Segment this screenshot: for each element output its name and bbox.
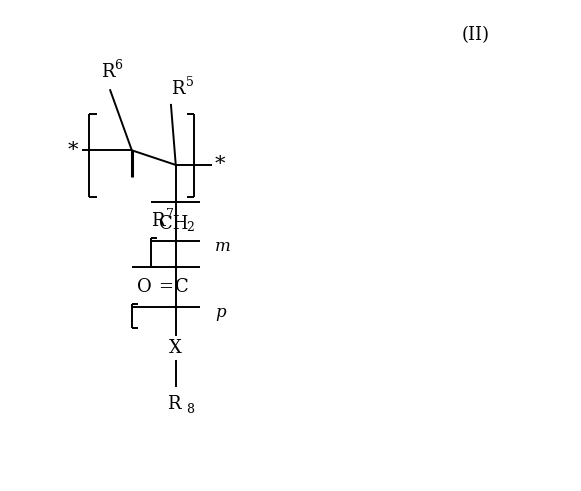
Text: =: =: [157, 278, 173, 296]
Text: R: R: [152, 212, 165, 230]
Text: X: X: [169, 339, 182, 357]
Text: p: p: [215, 304, 225, 321]
Text: R: R: [167, 395, 180, 413]
Text: O: O: [137, 278, 152, 296]
Text: R: R: [101, 63, 114, 81]
Text: 6: 6: [114, 59, 122, 72]
Text: CH: CH: [159, 215, 188, 233]
Text: *: *: [68, 141, 78, 160]
Text: 5: 5: [185, 77, 193, 89]
Text: m: m: [215, 238, 231, 255]
Text: 7: 7: [166, 208, 174, 221]
Text: 8: 8: [187, 403, 195, 415]
Text: 2: 2: [187, 221, 195, 234]
Text: (II): (II): [462, 27, 490, 45]
Text: C: C: [175, 278, 189, 296]
Text: *: *: [214, 156, 225, 174]
Text: R: R: [171, 80, 184, 98]
